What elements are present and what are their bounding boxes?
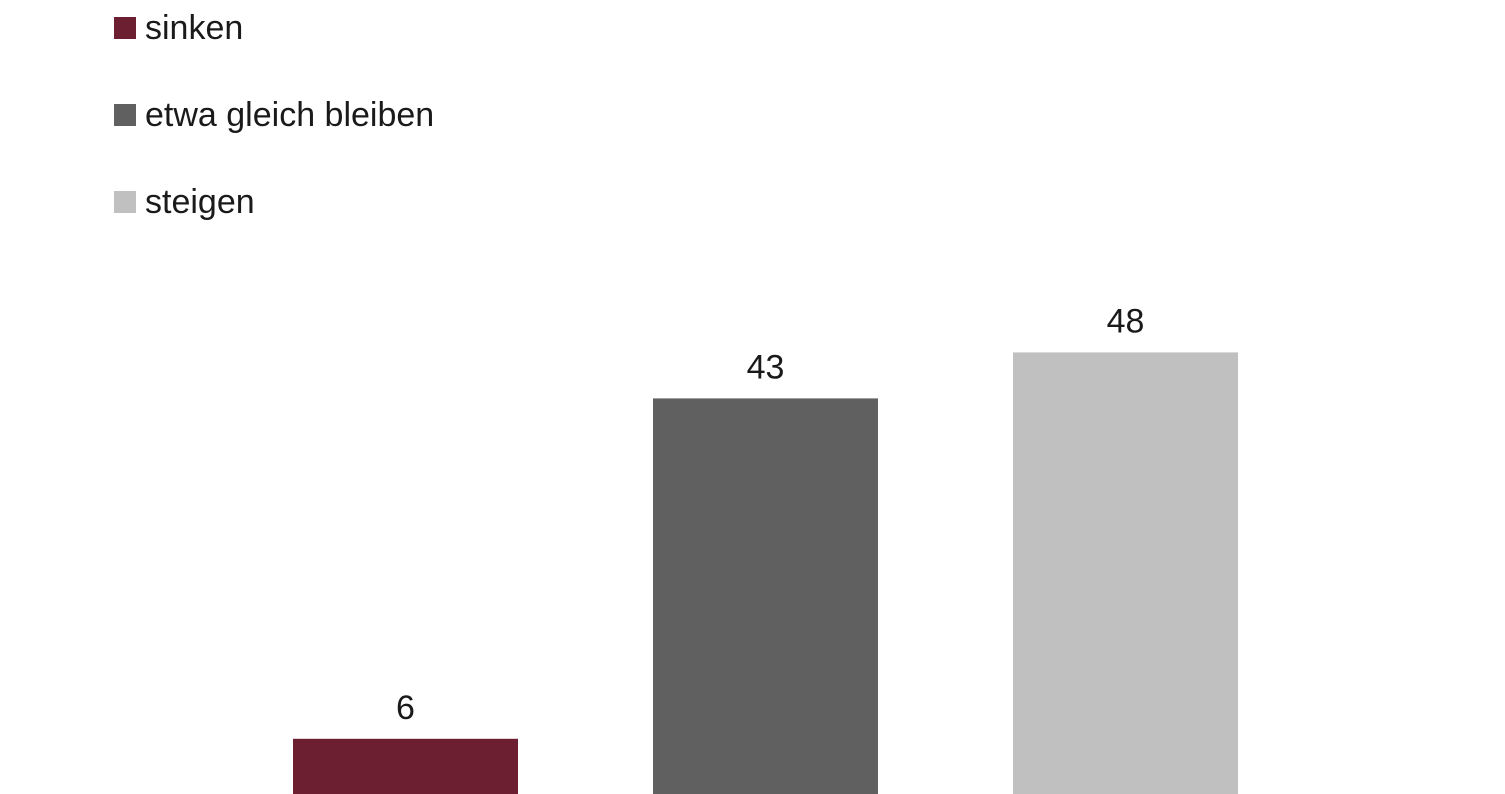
legend-item-etwa-gleich-bleiben: etwa gleich bleiben	[114, 93, 434, 137]
data-label-steigen: 48	[1107, 302, 1145, 340]
bar-etwa-gleich-bleiben	[653, 398, 878, 794]
data-labels-group: 6 43 48	[396, 302, 1144, 726]
legend-swatch-steigen	[114, 191, 136, 213]
legend-swatch-sinken	[114, 17, 136, 39]
legend-label-steigen: steigen	[145, 182, 255, 221]
legend-label-sinken: sinken	[145, 8, 244, 47]
chart-legend: sinken etwa gleich bleiben steigen	[114, 6, 434, 267]
legend-label-etwa-gleich-bleiben: etwa gleich bleiben	[145, 95, 435, 134]
bar-sinken	[293, 738, 518, 794]
legend-item-steigen: steigen	[114, 180, 434, 224]
legend-swatch-etwa-gleich-bleiben	[114, 104, 136, 126]
legend-item-sinken: sinken	[114, 6, 434, 50]
bars-group	[293, 352, 1238, 794]
data-label-etwa-gleich-bleiben: 43	[747, 348, 785, 386]
bar-steigen	[1013, 352, 1238, 794]
data-label-sinken: 6	[396, 689, 415, 727]
